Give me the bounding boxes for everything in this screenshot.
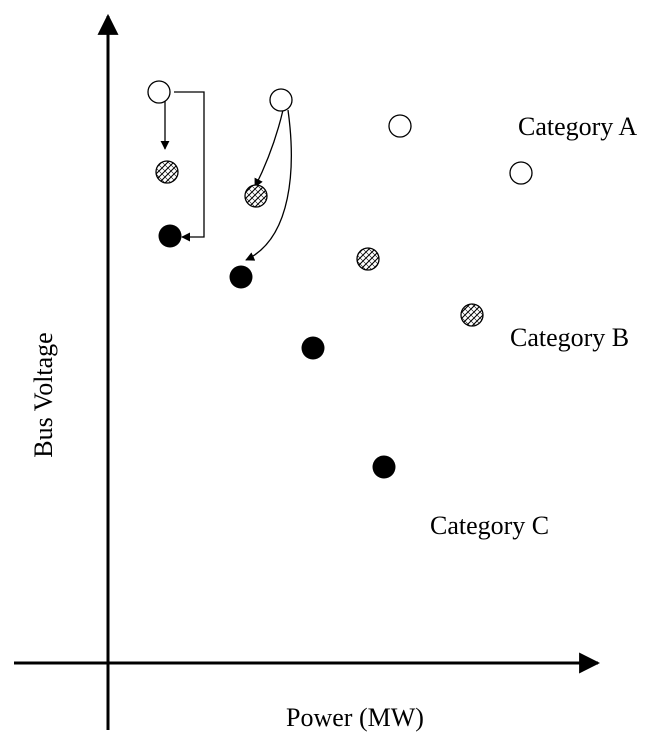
x-axis-label: Power (MW) <box>286 703 424 732</box>
category-a-points <box>147 80 533 185</box>
point-a2 <box>269 88 293 112</box>
arrow-a2-to-b2 <box>254 109 284 188</box>
y-axis-label: Bus Voltage <box>29 332 58 457</box>
point-b3 <box>356 247 380 271</box>
point-b4 <box>460 303 484 327</box>
point-c3 <box>301 336 325 360</box>
point-c1 <box>158 224 182 248</box>
category-c-points <box>158 224 396 479</box>
point-c2 <box>229 265 253 289</box>
category-a-label: Category A <box>518 112 637 141</box>
transition-arrows <box>160 91 292 261</box>
arrow-a1-to-c1 <box>174 91 205 242</box>
point-b1 <box>155 160 179 184</box>
point-a1 <box>147 80 171 104</box>
point-c4 <box>372 455 396 479</box>
category-b-points <box>155 160 484 327</box>
category-b-label: Category B <box>510 323 629 352</box>
point-a3 <box>388 114 412 138</box>
point-b2 <box>244 184 268 208</box>
axes <box>14 13 601 730</box>
arrow-a2-to-c2 <box>245 109 292 261</box>
category-c-label: Category C <box>430 511 549 540</box>
point-a4 <box>509 161 533 185</box>
